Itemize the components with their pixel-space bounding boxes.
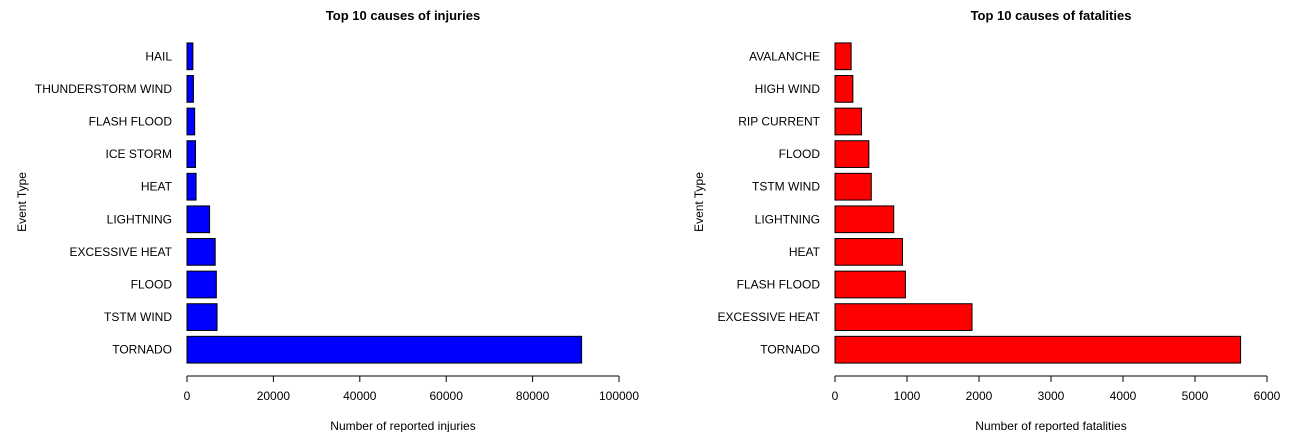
bar-tstm-wind	[834, 172, 872, 201]
category-labels: TORNADO TSTM WIND FLOOD EXCESSIVE HEAT LIGHT…	[35, 49, 173, 356]
category-label: EXCESSIVE HEAT	[718, 310, 821, 324]
category-label: FLASH FLOOD	[89, 115, 173, 129]
x-axis: 0 20000 40000 60000 80000 100000	[184, 375, 639, 403]
y-axis-label: Event Type	[15, 172, 29, 232]
x-tick-label: 80000	[516, 389, 550, 403]
category-label: TSTM WIND	[752, 180, 820, 194]
bar-high-wind	[834, 75, 854, 103]
x-tick-label: 3000	[1038, 389, 1065, 403]
bar-group	[186, 42, 583, 364]
bar-excessive-heat	[186, 238, 216, 266]
y-axis-label: Event Type	[692, 172, 706, 232]
bar-tornado	[186, 335, 583, 364]
bar-flash-flood	[186, 107, 196, 136]
x-tick-label: 4000	[1110, 389, 1137, 403]
bar-excessive-heat	[834, 303, 973, 331]
x-tick-label: 40000	[343, 389, 377, 403]
bar-tstm-wind	[186, 303, 218, 331]
x-axis: 0 1000 2000 3000 4000 5000 6000	[832, 375, 1281, 403]
category-label: HEAT	[789, 245, 821, 259]
bar-lightning	[186, 205, 211, 234]
x-tick-label: 0	[832, 389, 839, 403]
x-tick-label: 0	[184, 389, 191, 403]
category-label: ICE STORM	[106, 147, 172, 161]
category-label: LIGHTNING	[755, 212, 820, 226]
category-label: TORNADO	[112, 343, 172, 357]
category-label: AVALANCHE	[749, 49, 820, 63]
bar-tornado	[834, 335, 1242, 364]
category-label: RIP CURRENT	[738, 115, 820, 129]
category-label: EXCESSIVE HEAT	[70, 245, 173, 259]
bar-flash-flood	[834, 270, 906, 299]
category-label: HAIL	[145, 49, 172, 63]
bar-avalanche	[834, 42, 852, 71]
category-label: FLOOD	[779, 147, 821, 161]
x-axis-label: Number of reported fatalities	[975, 419, 1126, 432]
x-axis-label: Number of reported injuries	[330, 419, 475, 432]
bar-heat	[186, 172, 197, 201]
bar-flood	[186, 270, 217, 299]
x-tick-label: 20000	[257, 389, 291, 403]
chart-title: Top 10 causes of injuries	[326, 8, 480, 23]
bar-thunderstorm-wind	[186, 75, 194, 103]
injuries-chart-panel: Top 10 causes of injuries Number of repo…	[15, 8, 639, 432]
x-tick-label: 60000	[430, 389, 464, 403]
category-label: THUNDERSTORM WIND	[35, 82, 172, 96]
bar-flood	[834, 140, 870, 168]
category-label: TORNADO	[760, 343, 820, 357]
category-label: HEAT	[141, 180, 173, 194]
x-tick-label: 100000	[599, 389, 639, 403]
x-tick-label: 5000	[1182, 389, 1209, 403]
category-label: TSTM WIND	[104, 310, 172, 324]
category-labels: TORNADO EXCESSIVE HEAT FLASH FLOOD HEAT LIGH…	[718, 49, 821, 356]
chart-title: Top 10 causes of fatalities	[971, 8, 1132, 23]
category-label: LIGHTNING	[107, 212, 172, 226]
fatalities-chart-panel: Top 10 causes of fatalities Number of re…	[692, 8, 1281, 432]
bar-group	[834, 42, 1242, 364]
x-tick-label: 6000	[1254, 389, 1281, 403]
x-tick-label: 2000	[966, 389, 993, 403]
bar-lightning	[834, 205, 895, 234]
category-label: FLOOD	[131, 278, 173, 292]
bar-hail	[186, 42, 194, 71]
bar-rip-current	[834, 107, 862, 136]
x-tick-label: 1000	[894, 389, 921, 403]
category-label: FLASH FLOOD	[737, 278, 821, 292]
category-label: HIGH WIND	[755, 82, 821, 96]
bar-ice-storm	[186, 140, 197, 168]
bar-heat	[834, 238, 903, 266]
